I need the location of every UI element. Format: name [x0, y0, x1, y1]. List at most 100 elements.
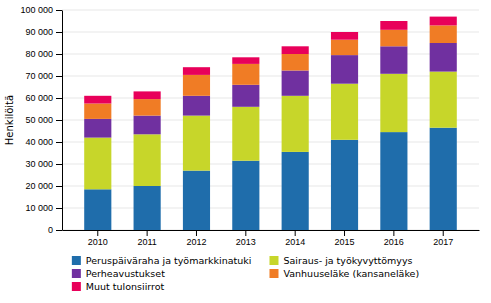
legend-swatch — [72, 256, 81, 265]
bar-segment — [183, 116, 210, 171]
bar-segment — [380, 74, 407, 132]
grid-line — [62, 98, 479, 99]
bar-segment — [430, 128, 457, 230]
bar-segment — [282, 152, 309, 230]
y-tick-label: 20 000 — [25, 181, 53, 191]
bar-segment — [232, 64, 259, 85]
y-tick: 50 000 — [25, 115, 62, 125]
y-tick-label: 70 000 — [25, 71, 53, 81]
grid-line — [62, 32, 479, 33]
bar-segment — [183, 171, 210, 230]
bars — [84, 17, 457, 230]
grid-line — [62, 76, 479, 77]
legend-item: Peruspäiväraha ja työmarkkinatuki — [72, 255, 252, 266]
y-tick: 30 000 — [25, 159, 62, 169]
bar-segment — [430, 17, 457, 26]
x-tick-mark — [97, 230, 98, 236]
x-tick-mark — [393, 230, 394, 236]
x-tick: 2016 — [384, 230, 404, 247]
legend-item: Vanhuuseläke (kansaneläke) — [269, 268, 419, 279]
bar-segment — [183, 75, 210, 96]
x-axis: 20102011201220132014201520162017 — [63, 230, 480, 247]
y-axis-line — [62, 11, 63, 231]
bar-series — [84, 43, 457, 138]
y-axis-title: Henkilöitä — [4, 95, 15, 145]
y-tick-label: 90 000 — [25, 27, 53, 37]
y-tick: 60 000 — [25, 93, 62, 103]
y-tick-mark — [56, 76, 62, 77]
bar-segment — [331, 40, 358, 55]
x-tick-label: 2016 — [384, 237, 404, 247]
y-tick-mark — [56, 164, 62, 165]
bar-series — [84, 72, 457, 190]
x-tick-label: 2011 — [137, 237, 156, 247]
y-tick-mark — [56, 120, 62, 121]
legend-swatch — [269, 269, 278, 278]
bar-segment — [282, 54, 309, 71]
grid — [62, 10, 479, 230]
bar-segment — [331, 84, 358, 140]
y-tick-label: 50 000 — [25, 115, 53, 125]
bar-segment — [134, 186, 161, 230]
x-tick: 2010 — [88, 230, 108, 247]
grid-line — [62, 10, 479, 11]
y-tick: 40 000 — [25, 137, 62, 147]
bar-segment — [232, 57, 259, 64]
bar-segment — [282, 96, 309, 152]
plot: 20102011201220132014201520162017010 0002… — [20, 5, 479, 247]
bar-segment — [282, 46, 309, 54]
legend-swatch — [72, 269, 81, 278]
x-tick-label: 2017 — [433, 237, 453, 247]
bar-series — [84, 128, 457, 230]
legend-item: Sairaus- ja työkyvyttömyys — [269, 255, 412, 266]
x-tick-mark — [147, 230, 148, 236]
y-tick: 20 000 — [25, 181, 62, 191]
bar-segment — [134, 134, 161, 186]
grid-line — [62, 230, 479, 231]
y-tick-label: 0 — [48, 225, 53, 235]
x-tick: 2015 — [335, 230, 355, 247]
chart: 20102011201220132014201520162017010 0002… — [0, 0, 491, 303]
y-tick-mark — [56, 230, 62, 231]
x-tick-mark — [245, 230, 246, 236]
x-tick-label: 2015 — [335, 237, 355, 247]
bar-segment — [282, 71, 309, 96]
legend-swatch — [72, 282, 81, 291]
y-tick-label: 30 000 — [25, 159, 53, 169]
bar-segment — [84, 189, 111, 230]
bar-segment — [84, 119, 111, 138]
bar-segment — [232, 107, 259, 161]
bar-segment — [84, 138, 111, 190]
bar-segment — [380, 46, 407, 74]
y-tick: 10 000 — [25, 203, 62, 213]
bar-segment — [84, 104, 111, 119]
y-tick-mark — [56, 142, 62, 143]
y-tick-label: 100 000 — [20, 5, 53, 15]
x-tick-mark — [344, 230, 345, 236]
bar-segment — [232, 85, 259, 107]
y-tick: 80 000 — [25, 49, 62, 59]
y-tick-mark — [56, 98, 62, 99]
bar-segment — [84, 96, 111, 104]
legend-label: Muut tulonsiirrot — [86, 281, 165, 292]
bar-segment — [134, 91, 161, 99]
y-tick-mark — [56, 54, 62, 55]
legend-label: Sairaus- ja työkyvyttömyys — [283, 255, 412, 266]
y-tick-mark — [56, 186, 62, 187]
y-tick: 90 000 — [25, 27, 62, 37]
x-tick-label: 2014 — [285, 237, 305, 247]
legend: Peruspäiväraha ja työmarkkinatuki Sairaus… — [72, 255, 419, 292]
bar-segment — [331, 140, 358, 230]
x-tick-mark — [295, 230, 296, 236]
x-tick-label: 2012 — [186, 237, 206, 247]
grid-line — [62, 164, 479, 165]
y-tick: 0 — [48, 225, 62, 235]
legend-label: Perheavustukset — [86, 268, 165, 279]
bar-segment — [183, 67, 210, 75]
y-tick-label: 10 000 — [25, 203, 53, 213]
bar-segment — [134, 116, 161, 135]
grid-line — [62, 120, 479, 121]
bar-segment — [232, 161, 259, 230]
bar-segment — [331, 55, 358, 84]
y-tick: 70 000 — [25, 71, 62, 81]
